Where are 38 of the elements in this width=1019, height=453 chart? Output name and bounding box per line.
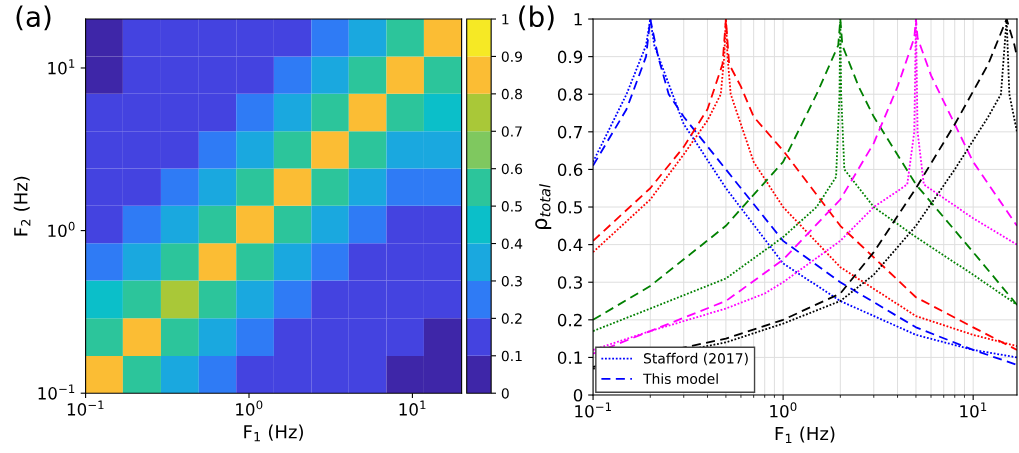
color-bar-label: 0.1 (501, 350, 522, 362)
y-tick-label: 0.6 (557, 163, 583, 176)
color-bar-label: 0.2 (501, 313, 522, 324)
y-tick-label: 1 (574, 13, 582, 26)
y-tick-label: 0.3 (557, 276, 582, 289)
color-bar-label: 0.9 (501, 51, 522, 62)
y-tick-label: 0 (573, 388, 583, 402)
chart-title: (b) (519, 5, 554, 31)
chart-title: (a) (16, 5, 51, 31)
y-tick-label: 10$^{1}$ (48, 59, 75, 75)
y-tick-label: 10$^{−1}$ (38, 384, 75, 400)
color-bar-label: 0.7 (501, 126, 522, 137)
x-axis-title: F$_{1}$ (Hz) (244, 424, 303, 442)
color-bar-label: 0 (501, 388, 509, 399)
x-axis-title: F$_{1}$ (Hz) (775, 426, 835, 444)
color-bar-label: 0.8 (501, 88, 523, 100)
y-tick-label: 0.9 (557, 50, 583, 64)
color-bar-label: 0.4 (501, 238, 523, 250)
color-bar-label: 0.6 (501, 163, 523, 175)
y-tick-label: 10$^{0}$ (48, 221, 75, 238)
legend-label: Stafford (2017) (643, 352, 748, 366)
y-tick-label: 0.7 (557, 125, 582, 139)
color-bar-label: 0.5 (501, 201, 522, 212)
y-tick-label: 0.2 (557, 313, 582, 327)
color-bar-label: 0.3 (501, 275, 522, 287)
y-tick-label: 0.8 (557, 88, 583, 101)
y-tick-label: 0.5 (557, 200, 582, 214)
x-tick-label: 10$^{0}$ (770, 402, 797, 418)
x-tick-label: 10$^{−1}$ (67, 400, 104, 416)
y-tick-label: 0.1 (557, 351, 582, 364)
x-tick-label: 10$^{1}$ (960, 402, 987, 418)
color-bar-label: 1 (502, 14, 509, 25)
x-tick-label: 10$^{1}$ (399, 400, 426, 416)
y-tick-label: 0.4 (557, 238, 583, 252)
y-axis-title: F$_{2}$ (Hz) (13, 176, 31, 236)
y-axis-title: ρ$_{total}$ (535, 184, 552, 229)
x-tick-label: 10$^{0}$ (236, 400, 263, 416)
legend-label: This model (643, 373, 718, 384)
